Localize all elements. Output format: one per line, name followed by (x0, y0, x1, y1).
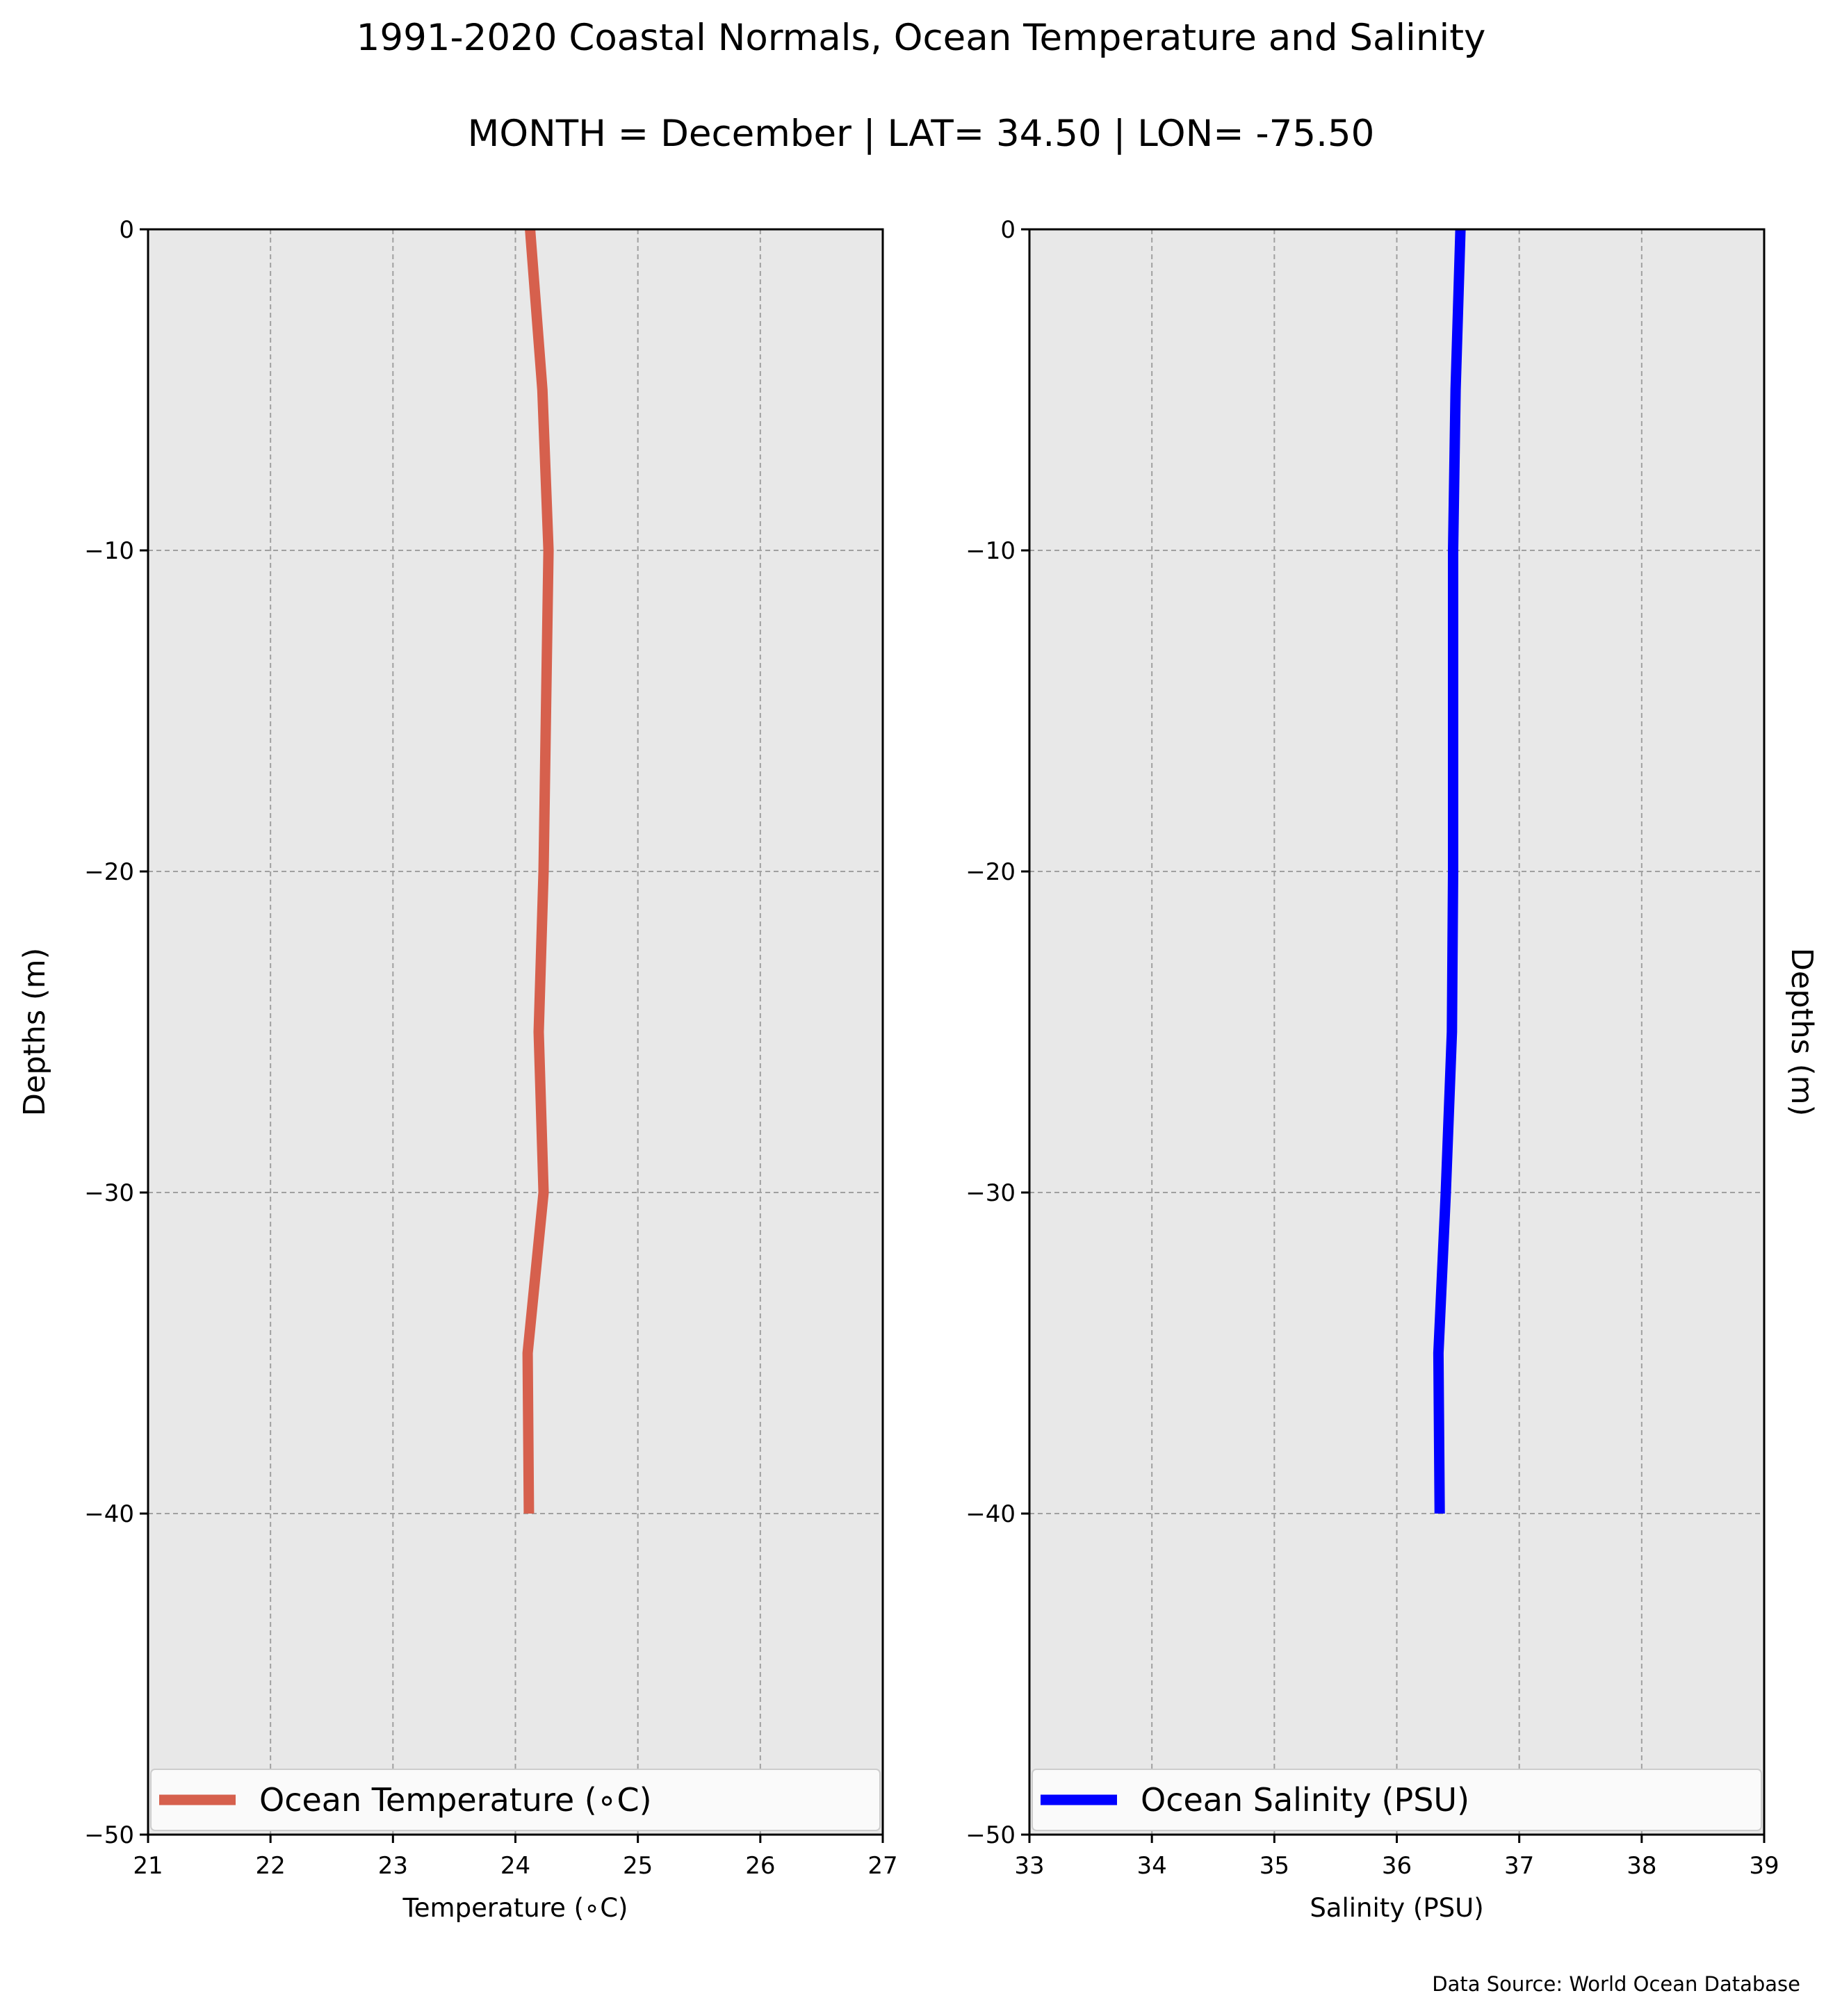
x-tick-label: 38 (1627, 1852, 1656, 1880)
chart-subtitle: MONTH = December | LAT= 34.50 | LON= -75… (468, 113, 1375, 155)
y-tick-label: 0 (1000, 216, 1016, 244)
y-tick-label: −30 (965, 1179, 1016, 1207)
chart-title: 1991-2020 Coastal Normals, Ocean Tempera… (357, 17, 1486, 59)
legend: Ocean Salinity (PSU) (1032, 1769, 1762, 1831)
legend: Ocean Temperature (∘C) (150, 1769, 881, 1831)
x-tick-label: 33 (1014, 1852, 1044, 1880)
legend-label: Ocean Temperature (∘C) (259, 1781, 652, 1819)
legend-box (1032, 1769, 1762, 1831)
series-line (522, 229, 554, 1514)
x-axis-label: Temperature (∘C) (402, 1893, 628, 1923)
y-tick-label: 0 (119, 216, 134, 244)
legend-label: Ocean Salinity (PSU) (1141, 1781, 1469, 1819)
x-tick-label: 25 (623, 1852, 653, 1880)
x-axis-label: Salinity (PSU) (1310, 1893, 1483, 1923)
x-tick-label: 39 (1749, 1852, 1779, 1880)
x-tick-label: 24 (500, 1852, 530, 1880)
x-tick-label: 21 (133, 1852, 163, 1880)
y-tick-label: −10 (965, 537, 1016, 565)
y-tick-label: −20 (84, 858, 134, 886)
y-tick-label: −50 (84, 1821, 134, 1849)
y-tick-label: −30 (84, 1179, 134, 1207)
y-tick-label: −50 (965, 1821, 1016, 1849)
x-tick-label: 37 (1504, 1852, 1534, 1880)
y-axis-label: Depths (m) (17, 948, 52, 1116)
y-tick-label: −40 (965, 1500, 1016, 1528)
x-tick-label: 27 (867, 1852, 897, 1880)
y-tick-label: −40 (84, 1500, 134, 1528)
y-tick-label: −20 (965, 858, 1016, 886)
x-tick-label: 23 (378, 1852, 408, 1880)
series-line (1433, 229, 1466, 1514)
salinity-panel: Ocean Salinity (PSU) 33 34 35 36 37 38 39 0 −10 −2… (965, 216, 1819, 1923)
x-tick-label: 22 (256, 1852, 286, 1880)
x-tick-label: 34 (1137, 1852, 1167, 1880)
temperature-panel: Ocean Temperature (∘C) 21 22 23 24 25 26 27 0 −10… (17, 216, 898, 1923)
y-tick-label: −10 (84, 537, 134, 565)
x-tick-label: 35 (1260, 1852, 1289, 1880)
y-axis-label: Depths (m) (1784, 948, 1819, 1116)
x-tick-label: 26 (745, 1852, 775, 1880)
legend-box (150, 1769, 881, 1831)
data-source-note: Data Source: World Ocean Database (1432, 1972, 1800, 1996)
x-tick-label: 36 (1382, 1852, 1412, 1880)
